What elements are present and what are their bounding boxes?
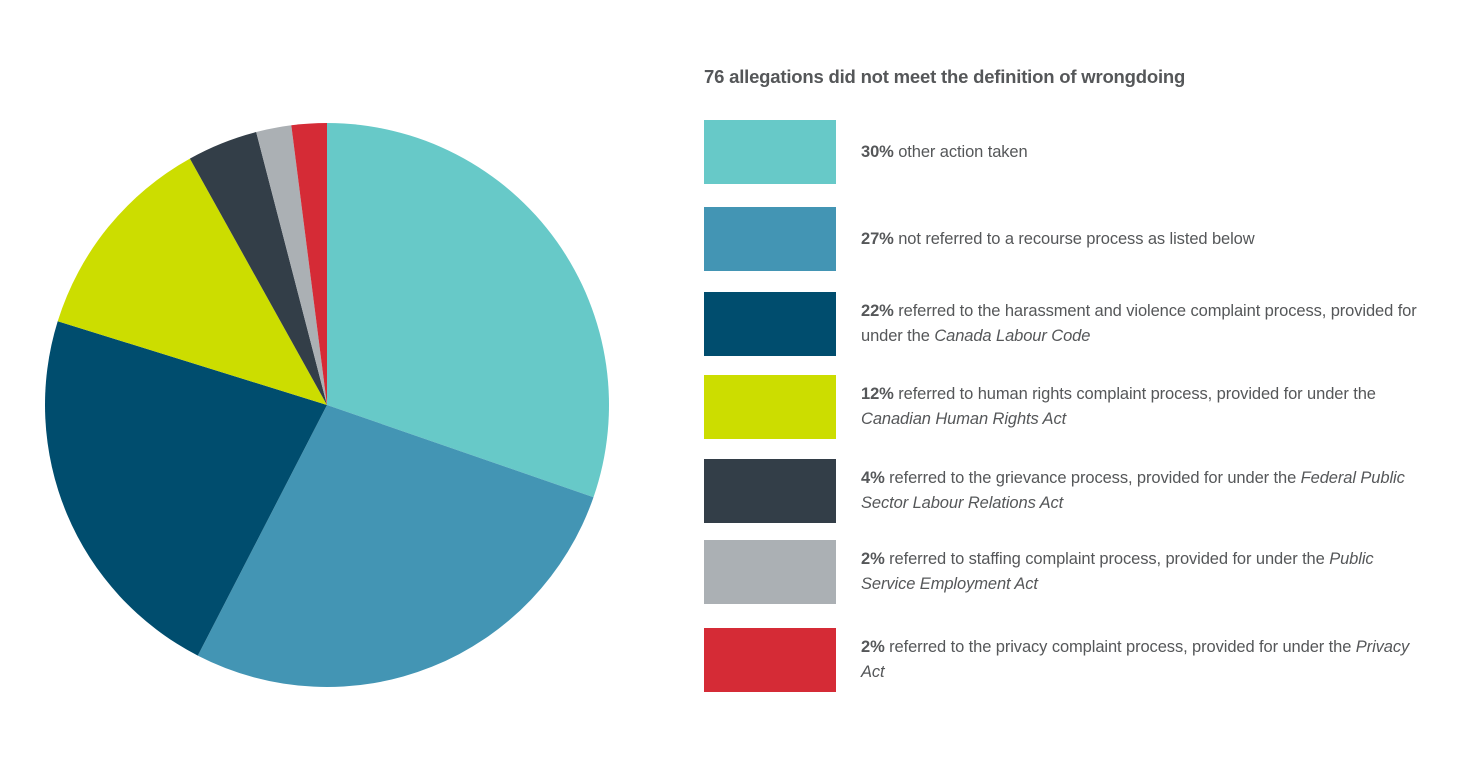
legend-label: 27% not referred to a recourse process a… (861, 227, 1421, 252)
legend-text: not referred to a recourse process as li… (893, 230, 1255, 248)
legend-swatch (704, 292, 836, 356)
legend-percent: 27% (861, 230, 894, 248)
legend-act-name: Privacy Act (861, 638, 1410, 681)
legend-item: 4% referred to the grievance process, pr… (704, 459, 1424, 523)
legend-text: referred to the privacy complaint proces… (884, 638, 1356, 656)
legend-percent: 22% (861, 302, 894, 320)
legend-act-name: Canada Labour Code (934, 327, 1091, 345)
legend-label: 2% referred to the privacy complaint pro… (861, 635, 1421, 685)
pie-chart (45, 123, 609, 687)
legend-item: 30% other action taken (704, 120, 1424, 184)
legend-text: referred to human rights complaint proce… (893, 385, 1381, 403)
legend-text: other action taken (893, 143, 1028, 161)
legend-act-name: Canadian Human Rights Act (861, 410, 1067, 428)
legend-percent: 4% (861, 469, 885, 487)
legend-act-name: Public Service Employment Act (861, 550, 1374, 593)
pie-slice (45, 321, 328, 656)
pie-slice (327, 123, 609, 498)
legend-label: 30% other action taken (861, 140, 1421, 165)
legend-swatch (704, 628, 836, 692)
legend-swatch (704, 375, 836, 439)
legend-swatch (704, 540, 836, 604)
legend-swatch (704, 207, 836, 271)
legend-percent: 12% (861, 385, 894, 403)
legend-swatch (704, 459, 836, 523)
legend-item: 22% referred to the harassment and viole… (704, 292, 1424, 356)
pie-slice (189, 132, 327, 406)
legend-label: 22% referred to the harassment and viole… (861, 299, 1421, 349)
legend-percent: 30% (861, 143, 894, 161)
legend-item: 12% referred to human rights complaint p… (704, 375, 1424, 439)
pie-slice (197, 405, 594, 687)
legend-act-name: Federal Public Sector Labour Relations A… (861, 469, 1405, 512)
pie-slice (57, 158, 328, 405)
pie-slice (291, 123, 327, 405)
legend-text: referred to the grievance process, provi… (884, 469, 1301, 487)
legend-label: 12% referred to human rights complaint p… (861, 382, 1421, 432)
legend-percent: 2% (861, 638, 885, 656)
legend-label: 4% referred to the grievance process, pr… (861, 466, 1421, 516)
legend-label: 2% referred to staffing complaint proces… (861, 547, 1421, 597)
legend-text: referred to the harassment and violence … (861, 302, 1422, 345)
pie-slice (256, 125, 327, 406)
legend-text: referred to staffing complaint process, … (884, 550, 1330, 568)
legend-percent: 2% (861, 550, 885, 568)
legend-item: 2% referred to the privacy complaint pro… (704, 628, 1424, 692)
legend-item: 27% not referred to a recourse process a… (704, 207, 1424, 271)
chart-title: 76 allegations did not meet the definiti… (704, 66, 1186, 87)
legend-item: 2% referred to staffing complaint proces… (704, 540, 1424, 604)
legend-swatch (704, 120, 836, 184)
